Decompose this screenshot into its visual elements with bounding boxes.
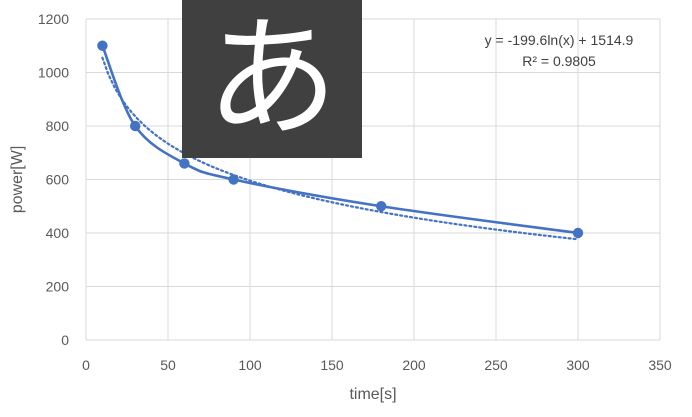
y-tick-label: 800 [46,118,70,134]
x-tick-label: 100 [238,357,262,373]
y-axis-label: power[W] [9,146,26,214]
x-tick-label: 150 [320,357,344,373]
x-tick-label: 0 [82,357,90,373]
overlay-box: あ [182,0,362,158]
data-point [376,201,387,212]
y-tick-label: 0 [61,332,69,348]
data-point [130,120,141,132]
series-group [97,40,584,241]
overlay-glyph: あ [206,2,338,156]
x-tick-label: 350 [648,357,672,373]
y-tick-label: 1000 [38,65,69,81]
y-tick-label: 400 [46,225,70,241]
y-tick-label: 200 [46,279,70,295]
overlay-background [182,0,362,158]
trendline [101,56,580,241]
gridlines [85,18,661,341]
trendline-r-squared: R² = 0.9805 [522,53,596,69]
data-point [228,174,239,185]
data-point [97,40,108,51]
trendline-equation: y = -199.6ln(x) + 1514.9 [485,32,634,48]
y-tick-label: 1200 [38,11,69,27]
x-tick-label: 200 [402,357,426,373]
x-axis-ticks: 0 50 100 150 200 250 300 350 [82,357,672,373]
y-axis-ticks: 0 200 400 600 800 1000 1200 [38,11,69,348]
x-tick-label: 300 [566,357,590,373]
x-tick-label: 250 [484,357,508,373]
x-axis-label: time[s] [349,386,396,403]
data-point [179,158,190,169]
x-tick-label: 50 [160,357,176,373]
data-point [572,227,584,239]
y-tick-label: 600 [46,172,70,188]
